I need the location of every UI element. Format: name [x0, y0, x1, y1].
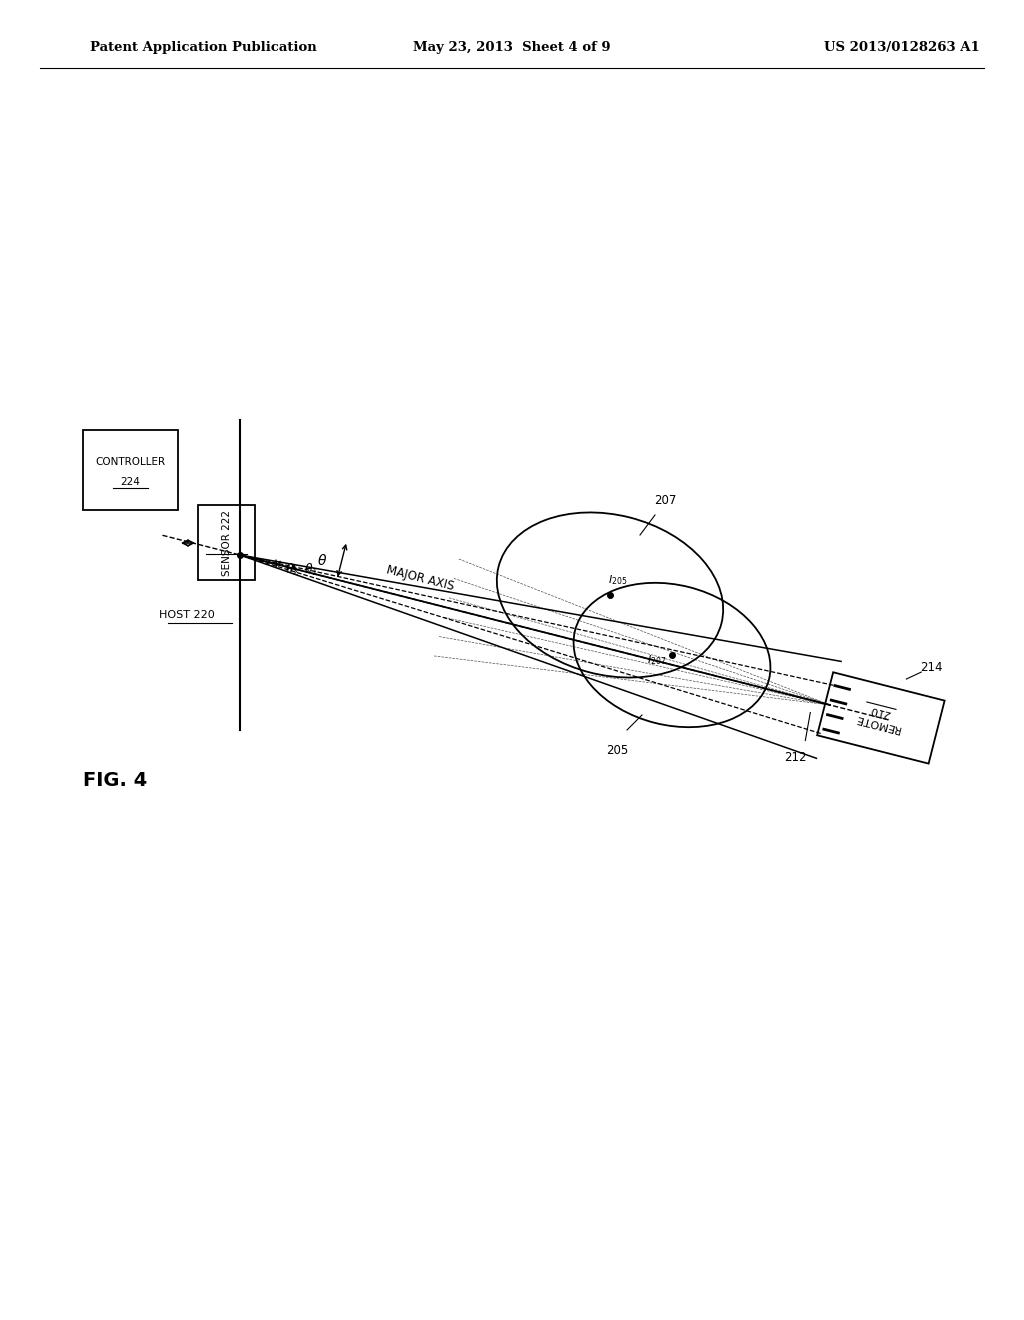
- Text: 214: 214: [920, 660, 942, 673]
- Bar: [83, 430, 178, 510]
- Text: REMOTE
210: REMOTE 210: [853, 701, 904, 734]
- Text: HOST 220: HOST 220: [160, 610, 215, 620]
- Bar: [198, 506, 255, 579]
- Text: FIG. 4: FIG. 4: [83, 771, 147, 789]
- Text: $\theta_1$: $\theta_1$: [304, 562, 318, 578]
- Text: May 23, 2013  Sheet 4 of 9: May 23, 2013 Sheet 4 of 9: [414, 41, 610, 54]
- Text: 212: 212: [784, 751, 807, 764]
- Text: 207: 207: [653, 494, 676, 507]
- Text: US 2013/0128263 A1: US 2013/0128263 A1: [824, 41, 980, 54]
- Text: MAJOR AXIS: MAJOR AXIS: [385, 564, 455, 593]
- Text: $I_{207}$: $I_{207}$: [647, 653, 667, 667]
- Text: SENSOR 222: SENSOR 222: [221, 510, 231, 576]
- Text: 205: 205: [606, 743, 628, 756]
- Text: 224: 224: [121, 477, 140, 487]
- Text: CONTROLLER: CONTROLLER: [95, 457, 166, 467]
- Text: $\theta_2$: $\theta_2$: [285, 561, 299, 578]
- Text: $\theta$: $\theta$: [316, 553, 327, 568]
- Text: Patent Application Publication: Patent Application Publication: [90, 41, 316, 54]
- Text: $I_{205}$: $I_{205}$: [608, 573, 628, 587]
